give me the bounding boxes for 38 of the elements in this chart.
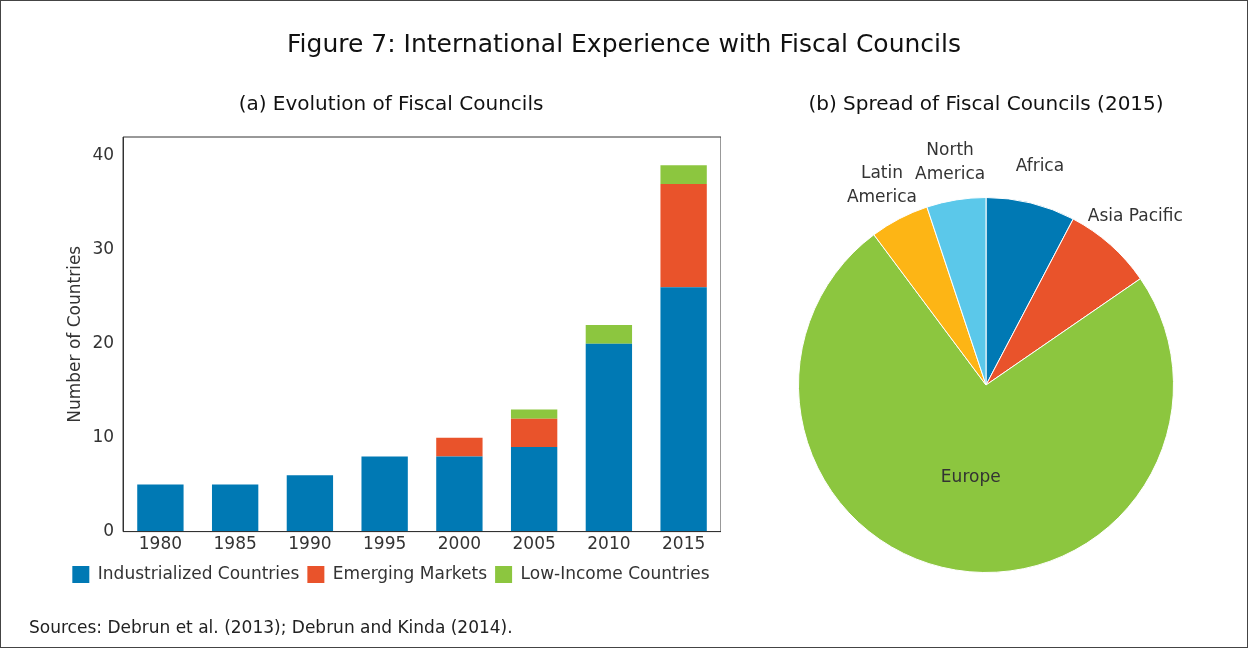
chart-title: (b) Spread of Fiscal Councils (2015) — [808, 91, 1164, 116]
text: Figure 7: International Experience with Fiscal Councils — [286, 29, 962, 58]
y-tick-label: 30 — [92, 238, 115, 259]
bar — [585, 324, 633, 344]
bar — [510, 447, 558, 532]
bar — [585, 343, 633, 532]
source-note: Sources: Debrun et al. (2013); Debrun and Kinda (2014). — [29, 617, 513, 637]
y-tick-label: 0 — [103, 520, 115, 541]
chart-title: (a) Evolution of Fiscal Councils — [238, 91, 544, 116]
x-tick-label: 1980 — [138, 533, 183, 554]
y-tick-label: 40 — [92, 144, 115, 165]
bar — [660, 165, 707, 184]
slice-label: Asia Pacific — [1087, 205, 1183, 226]
bar — [211, 484, 259, 532]
legend-label: Emerging Markets — [332, 562, 488, 583]
x-tick-label: 2015 — [661, 533, 706, 554]
bar — [286, 475, 334, 532]
x-tick-label: 2010 — [587, 533, 631, 554]
slice-label: Europe — [940, 465, 1001, 486]
y-axis-title: Number of Countries — [63, 245, 84, 423]
x-tick-label: 2000 — [437, 533, 482, 554]
bar — [510, 418, 558, 448]
bar — [660, 287, 707, 532]
bar — [510, 409, 558, 419]
bar — [660, 183, 707, 288]
bar — [137, 484, 184, 532]
legend-label: Low-Income Countries — [520, 562, 710, 583]
legend-label: Industrialized Countries — [97, 562, 300, 583]
bar — [436, 437, 483, 457]
slice-label: Africa — [1015, 154, 1065, 175]
x-tick-label: 1985 — [213, 533, 257, 554]
bar — [361, 456, 408, 532]
x-tick-label: 1995 — [363, 533, 407, 554]
bar — [436, 456, 483, 532]
y-tick-label: 10 — [92, 426, 115, 447]
y-tick-label: 20 — [92, 332, 115, 353]
x-tick-label: 2005 — [512, 533, 556, 554]
x-tick-label: 1990 — [288, 533, 332, 554]
